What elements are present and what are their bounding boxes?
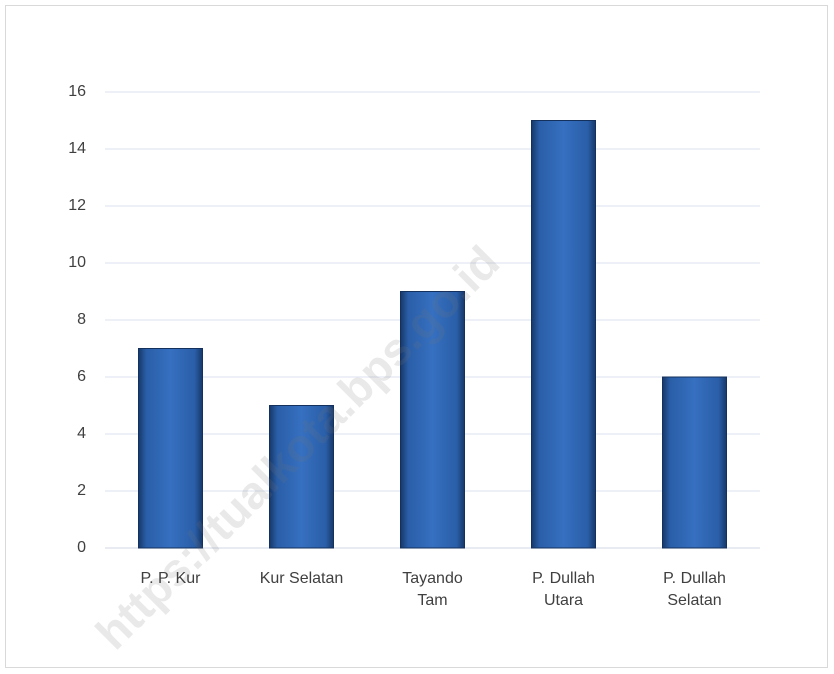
y-tick-label: 10	[68, 254, 86, 271]
y-tick-label: 16	[68, 83, 86, 100]
y-tick-label: 14	[68, 140, 86, 157]
chart-frame	[5, 5, 828, 668]
x-tick-label: P. P. Kur	[140, 570, 201, 587]
bar	[531, 120, 596, 549]
bar	[662, 376, 727, 549]
y-tick-label: 0	[77, 539, 86, 556]
x-tick-label: Tayando Tam	[402, 570, 463, 609]
y-tick-label: 8	[77, 311, 86, 328]
y-tick-label: 12	[68, 197, 86, 214]
bar	[400, 291, 465, 549]
y-tick-label: 2	[77, 482, 86, 499]
bar	[269, 405, 334, 549]
y-tick-label: 6	[77, 368, 86, 385]
x-tick-label: P. Dullah Utara	[532, 570, 595, 609]
bar	[138, 348, 203, 549]
y-tick-label: 4	[77, 425, 86, 442]
x-tick-label: P. Dullah Selatan	[663, 570, 726, 609]
x-tick-label: Kur Selatan	[259, 570, 344, 587]
